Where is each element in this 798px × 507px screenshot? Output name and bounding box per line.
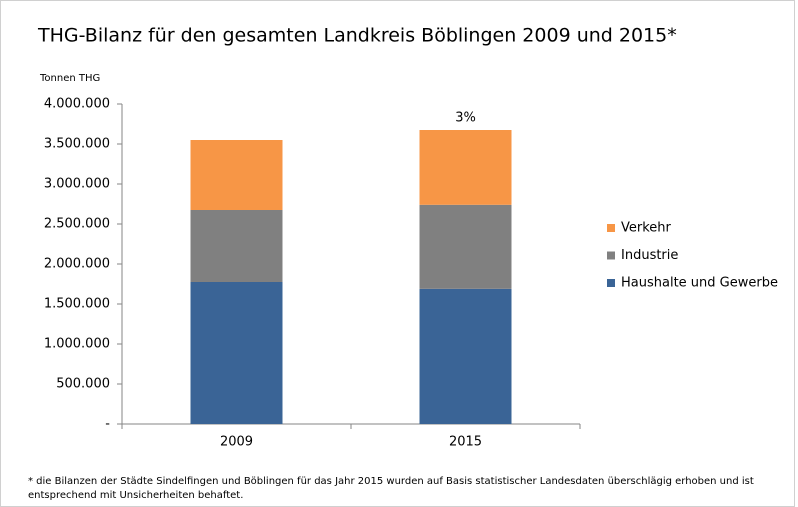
y-tick-label: 1.500.000 (44, 297, 110, 312)
bar-segment (190, 282, 283, 424)
y-tick-label: 500.000 (56, 377, 110, 392)
legend-label: Haushalte und Gewerbe (621, 276, 778, 291)
y-tick-label: - (105, 417, 110, 432)
y-tick-label: 4.000.000 (44, 97, 110, 112)
footnote: entsprechend mit Unsicherheiten behaftet… (28, 490, 243, 501)
y-axis-label: Tonnen THG (39, 73, 100, 84)
legend-swatch (607, 251, 615, 260)
footnote: * die Bilanzen der Städte Sindelfingen u… (28, 476, 754, 487)
legend-swatch (607, 279, 615, 287)
legend-swatch (607, 224, 615, 232)
bar-segment (190, 210, 283, 282)
legend-label: Industrie (621, 248, 678, 263)
y-tick-label: 1.000.000 (44, 337, 110, 352)
x-tick-label: 2015 (449, 435, 482, 450)
y-tick-label: 2.000.000 (44, 257, 110, 272)
bar-segment (419, 130, 512, 205)
bar-segment (190, 140, 283, 210)
y-tick-label: 3.000.000 (44, 177, 110, 192)
y-tick-label: 2.500.000 (44, 217, 110, 232)
annotation: 3% (455, 111, 476, 126)
y-tick-label: 3.500.000 (44, 137, 110, 152)
bar-segment (419, 288, 512, 424)
x-tick-label: 2009 (220, 435, 253, 450)
legend-label: Verkehr (621, 221, 672, 236)
bar-segment (419, 204, 512, 289)
chart-title: THG-Bilanz für den gesamten Landkreis Bö… (37, 25, 677, 47)
